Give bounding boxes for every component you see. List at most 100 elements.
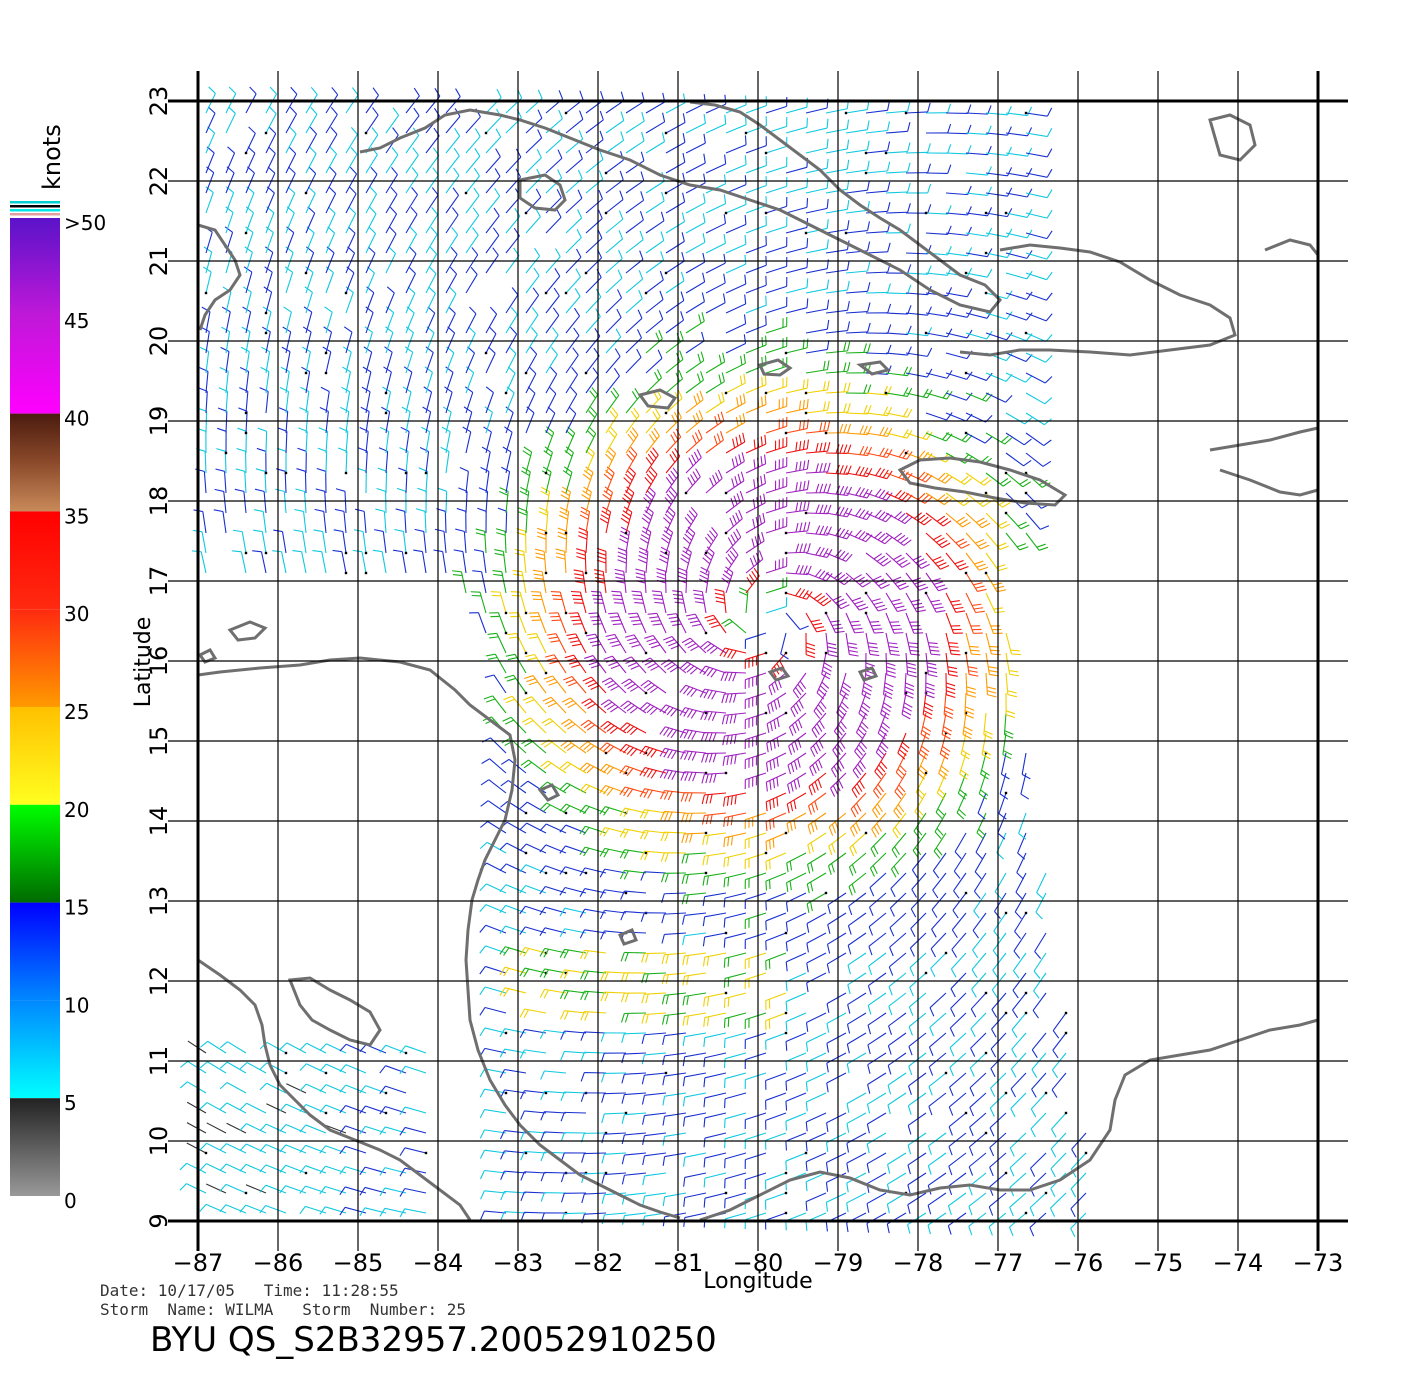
wind-barb [1005, 672, 1018, 698]
wind-barb [479, 986, 507, 995]
wind-barb [985, 652, 999, 677]
wind-barb [724, 509, 743, 535]
wind-barb [339, 1084, 367, 1094]
wind-barb [206, 1183, 227, 1194]
wind-barb [826, 1072, 847, 1093]
wind-barb [520, 1150, 547, 1161]
wind-barb [985, 146, 1013, 157]
wind-barb [873, 772, 887, 799]
wind-barb [725, 334, 747, 354]
wind-barb [965, 186, 993, 196]
wind-barb [950, 972, 967, 998]
wind-barb [565, 248, 582, 274]
wind-barb [703, 991, 728, 1007]
wind-barb [885, 532, 912, 546]
wind-barb [805, 299, 830, 314]
coast-gulf-of-honduras [197, 223, 242, 331]
wind-barb [619, 765, 647, 777]
wind-barb [845, 404, 872, 415]
lon-tick-label: −79 [813, 1249, 864, 1277]
wind-barb [684, 468, 701, 495]
wind-barb [938, 752, 950, 780]
wind-barb [865, 121, 891, 134]
wind-barb [622, 486, 635, 514]
wind-barb [745, 493, 766, 514]
lon-tick-label: −76 [1053, 1249, 1104, 1277]
wind-barb [991, 972, 1007, 999]
legend-tick-label: 10 [64, 993, 89, 1017]
wind-barb [651, 590, 667, 614]
wind-barb [867, 1072, 887, 1094]
wind-barb [521, 717, 547, 734]
wind-barb [765, 277, 788, 294]
wind-barb [1005, 270, 1033, 280]
wind-barb [1009, 1172, 1027, 1197]
wind-barb [907, 1132, 927, 1155]
wind-barb [239, 1143, 267, 1154]
wind-barb [845, 529, 873, 543]
wind-barb [924, 671, 935, 699]
wind-barb [805, 1072, 827, 1092]
wind-barb [701, 752, 727, 763]
wind-barb [219, 367, 229, 394]
coast-cayman [637, 358, 891, 410]
wind-barb [1032, 992, 1047, 1019]
wind-barb [1025, 271, 1053, 281]
wind-barb [605, 91, 625, 114]
wind-barb [929, 992, 947, 1017]
wind-barb [602, 486, 614, 514]
wind-barb [765, 872, 787, 891]
wind-barb [619, 807, 647, 818]
wind-barb [580, 990, 607, 1001]
wind-barb [826, 952, 847, 974]
wind-barb [319, 1206, 347, 1215]
wind-barb [875, 732, 889, 760]
wind-barb [560, 1132, 587, 1142]
lon-tick-label: −73 [1293, 1249, 1344, 1277]
wind-barb [662, 1052, 687, 1066]
wind-barb [543, 675, 567, 694]
wind-barb [825, 301, 850, 314]
wind-barb [785, 1092, 807, 1111]
wind-barb [1030, 1152, 1047, 1177]
wind-barb [825, 1172, 847, 1192]
wind-barb [681, 852, 707, 864]
wind-barb [425, 207, 439, 234]
wind-barb [299, 1205, 327, 1215]
wind-barb [805, 319, 830, 334]
wind-barb [765, 912, 787, 931]
wind-barb [599, 847, 627, 858]
wind-barb [545, 654, 567, 674]
wind-barb [600, 1032, 627, 1042]
wind-barb [1024, 107, 1053, 117]
wind-barb [261, 326, 271, 354]
wind-barb [1033, 952, 1047, 979]
wind-barb [605, 269, 623, 294]
wind-barb [325, 87, 339, 114]
wind-barb [905, 652, 917, 678]
wind-barb [785, 1032, 807, 1051]
wind-barb [745, 156, 767, 174]
wind-barb [485, 247, 499, 274]
wind-barb [785, 952, 807, 972]
wind-barb [379, 426, 390, 454]
wind-barb [887, 1052, 907, 1075]
wind-barb [744, 1032, 767, 1049]
wind-barb [765, 297, 788, 314]
wind-barb [1017, 832, 1027, 860]
wind-barb [705, 233, 726, 254]
wind-barb [200, 1040, 227, 1054]
wind-barb [605, 446, 617, 474]
wind-barb [977, 792, 987, 820]
wind-barb [1005, 168, 1033, 178]
wind-barb [645, 132, 666, 154]
wind-barb [685, 351, 705, 374]
wind-barb [479, 965, 507, 975]
wind-barb [807, 812, 827, 835]
wind-barb [1012, 972, 1027, 999]
wind-barb [235, 468, 247, 494]
wind-barb [872, 792, 887, 819]
wind-barb [463, 406, 473, 434]
wind-barb [985, 472, 1012, 487]
wind-barb [765, 852, 787, 871]
